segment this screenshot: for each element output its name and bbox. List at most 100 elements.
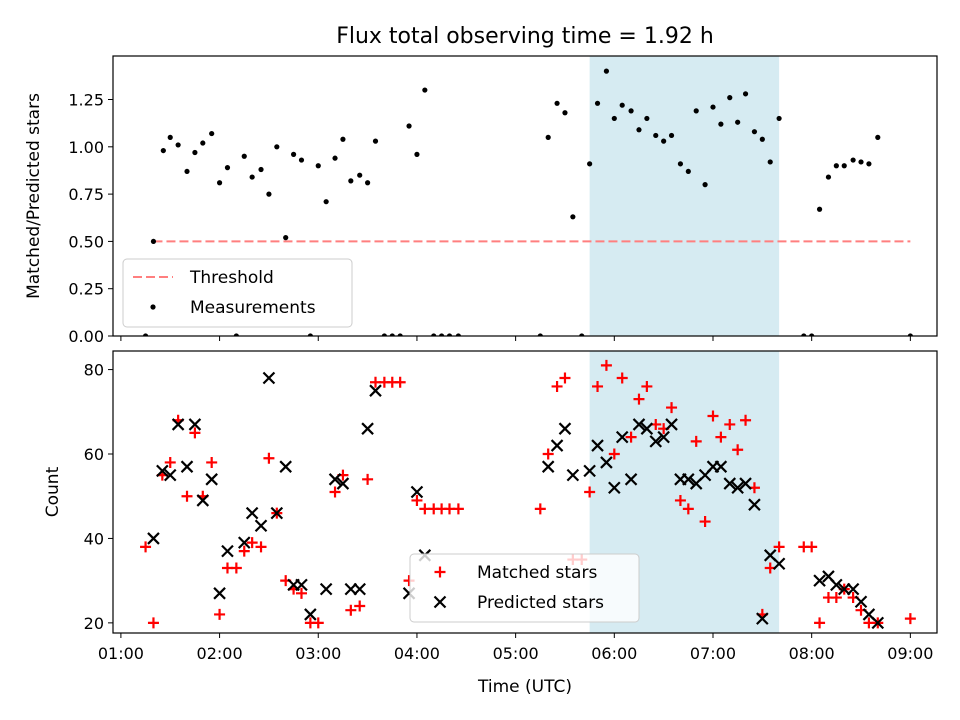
data-point [196, 494, 210, 507]
data-point [740, 414, 752, 426]
legend-label: Threshold [189, 268, 274, 288]
data-point [406, 123, 412, 129]
data-point [742, 91, 749, 97]
data-point [628, 108, 634, 114]
data-point [773, 541, 785, 553]
x-tick-label: 05:00 [493, 644, 539, 663]
count-panel: 01:00 02:00 03:00 04:00 05:00 06:00 07:00 08:00… [43, 350, 938, 663]
x-tick-label: 09:00 [887, 644, 933, 663]
data-point [357, 172, 363, 178]
data-point [214, 608, 226, 620]
data-point [759, 136, 765, 142]
x-tick-label: 01:00 [98, 644, 144, 663]
legend-box [409, 553, 640, 623]
data-point [693, 108, 699, 114]
data-point [319, 582, 333, 596]
legend-label: Measurements [190, 298, 316, 318]
data-point [668, 132, 675, 139]
data-point [748, 498, 761, 511]
y-axis-label: Matched/Predicted stars [24, 93, 44, 299]
data-point [640, 422, 654, 435]
legend: Threshold Measurements [122, 258, 353, 328]
data-point [184, 168, 190, 175]
data-point [682, 503, 694, 515]
data-point [739, 477, 752, 490]
data-point [608, 481, 621, 495]
data-point [167, 134, 173, 140]
data-point [353, 582, 366, 596]
data-point [641, 380, 653, 392]
data-point [369, 384, 382, 397]
plot-area [140, 359, 916, 630]
data-point [362, 473, 374, 485]
data-point [381, 333, 387, 336]
data-point [295, 578, 308, 592]
axes-frame [112, 55, 938, 337]
data-point [756, 612, 769, 625]
data-point [336, 477, 350, 490]
data-point [735, 119, 741, 125]
data-point [592, 380, 604, 392]
data-point [858, 159, 864, 165]
series-0 [142, 68, 913, 336]
data-point [611, 115, 617, 122]
data-point [710, 104, 716, 110]
data-point [649, 435, 663, 448]
data-point [801, 333, 807, 336]
data-point [189, 427, 201, 439]
data-point [731, 481, 744, 495]
data-point [644, 115, 650, 122]
data-point [534, 503, 546, 515]
data-point [657, 430, 670, 444]
data-point [554, 100, 560, 106]
data-point [249, 174, 255, 180]
data-point [312, 617, 324, 629]
data-point [290, 151, 297, 157]
data-point [594, 100, 601, 106]
data-point [163, 468, 177, 482]
y-tick-label: 1.00 [68, 138, 104, 157]
data-point [160, 147, 166, 154]
y-tick-label: 60 [84, 445, 104, 464]
data-point [727, 95, 733, 101]
x-tick-label: 03:00 [295, 644, 341, 663]
x-axis-label: Time (UTC) [477, 677, 572, 697]
data-point [767, 159, 773, 165]
data-point [550, 439, 564, 452]
data-point [715, 431, 727, 443]
data-point [685, 168, 691, 175]
data-point [354, 600, 366, 612]
data-point [814, 617, 826, 629]
data-point [625, 431, 637, 443]
x-tick-label: 04:00 [394, 644, 440, 663]
data-point [455, 333, 461, 336]
data-point [365, 180, 371, 186]
data-point [345, 604, 357, 616]
data-point [241, 153, 247, 159]
series-0 [140, 359, 916, 629]
data-point [150, 238, 157, 245]
data-point [237, 536, 251, 549]
data-point [200, 140, 206, 146]
data-point [188, 418, 202, 431]
x-tick-label: 08:00 [789, 644, 835, 663]
data-point [230, 562, 242, 574]
data-point [772, 557, 786, 571]
data-point [422, 87, 428, 93]
data-point [806, 541, 818, 553]
data-point [431, 333, 437, 336]
y-axis-label: Count [43, 466, 63, 517]
data-point [682, 473, 695, 486]
data-point [665, 418, 678, 431]
data-point [213, 587, 226, 600]
data-point [603, 68, 610, 74]
data-point [348, 178, 354, 184]
x-tick-label: 07:00 [690, 644, 736, 663]
data-point [636, 127, 642, 133]
data-point [147, 617, 159, 629]
y-tick-label: 80 [84, 361, 104, 380]
data-point [724, 418, 736, 430]
data-point [372, 138, 379, 144]
data-point [718, 121, 724, 127]
data-point [224, 165, 231, 171]
